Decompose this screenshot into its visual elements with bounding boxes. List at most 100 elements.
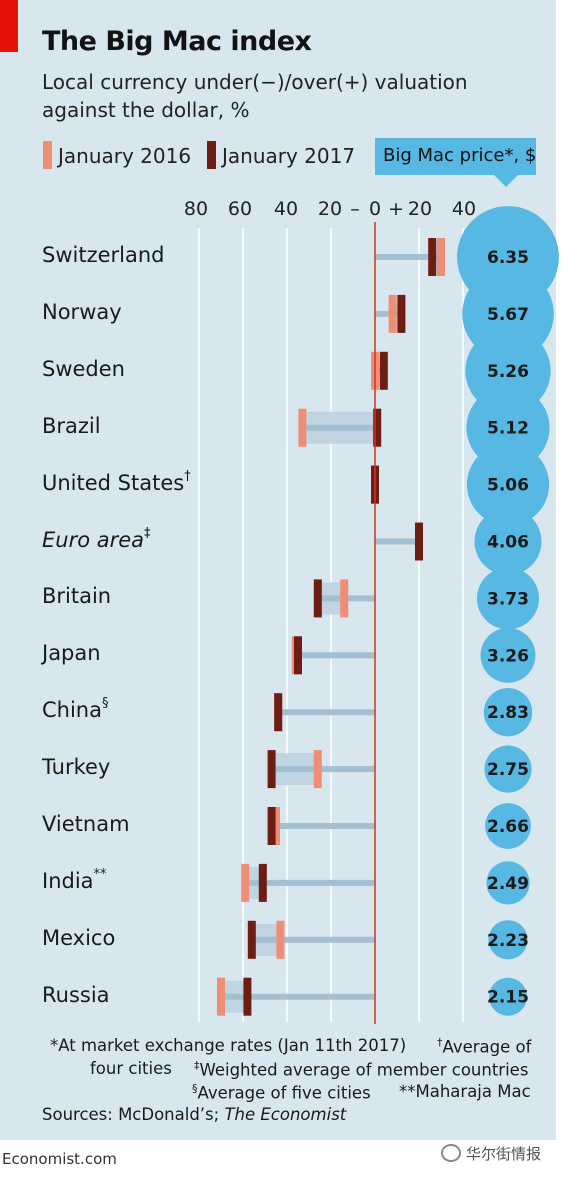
marker-jan2016	[276, 920, 285, 959]
country-label: Turkey	[42, 755, 110, 779]
marker-jan2017	[313, 579, 322, 618]
price-label: 3.26	[487, 646, 529, 666]
price-label: 6.35	[487, 248, 529, 268]
marker-jan2016	[241, 863, 250, 902]
price-label: 2.83	[487, 703, 529, 723]
chart-subtitle-line1: Local currency under(−)/over(+) valuatio…	[42, 70, 468, 94]
note-maharaja-mac: **Maharaja Mac	[399, 1082, 531, 1101]
legend-label-jan2017: January 2017	[222, 144, 356, 168]
price-badge-pointer-icon	[494, 175, 518, 187]
price-label: 2.49	[487, 874, 529, 894]
country-label: Britain	[42, 584, 111, 608]
price-bubble	[484, 745, 532, 793]
marker-jan2016	[313, 750, 322, 789]
country-name: Euro area	[42, 527, 145, 552]
x-tick-label: 0	[369, 198, 381, 220]
marker-jan2017	[243, 977, 252, 1016]
price-label: 5.12	[487, 419, 529, 439]
country-label: Japan	[42, 641, 101, 665]
price-label: 4.06	[487, 533, 529, 553]
country-label: Sweden	[42, 357, 125, 381]
marker-jan2017	[397, 294, 406, 333]
marker-jan2017	[267, 750, 276, 789]
chart-row: 2.75	[267, 745, 532, 793]
country-name: Turkey	[42, 755, 111, 780]
x-tick-label: 20	[318, 198, 342, 220]
x-tick-label: 60	[228, 198, 252, 220]
country-label: United States†	[42, 468, 191, 495]
legend-swatch-jan2017	[207, 141, 216, 169]
chart-row: 5.12	[298, 386, 550, 470]
country-name: China	[42, 698, 102, 723]
country-label: Vietnam	[42, 812, 130, 836]
marker-jan2017	[274, 693, 283, 732]
price-bubble	[488, 920, 528, 960]
red-tab-logo	[0, 0, 18, 52]
price-label: 5.67	[487, 305, 529, 325]
chart-row: 3.26	[291, 627, 536, 683]
marker-jan2017	[247, 920, 256, 959]
chart-row: 2.66	[267, 803, 531, 849]
price-bubble	[489, 977, 527, 1016]
x-tick-label: 40	[452, 198, 476, 220]
country-footnote-mark: §	[102, 696, 109, 712]
legend-price-badge: Big Mac price*, $	[375, 138, 536, 175]
price-bubble	[486, 861, 530, 905]
marker-jan2017	[294, 636, 302, 675]
chart-row: 2.83	[274, 688, 533, 737]
country-label: Norway	[42, 300, 122, 324]
legend-swatch-jan2016	[43, 141, 52, 169]
marker-jan2017	[379, 351, 388, 390]
big-mac-chart: 80 60 40 20–0 +20 40 6.355.675.265.125.064.06…	[184, 198, 559, 1024]
country-name: Switzerland	[42, 243, 165, 267]
marker-jan2016	[272, 807, 280, 845]
watermark-text: 华尔街情报	[466, 1145, 542, 1163]
country-label: Euro area‡	[42, 525, 151, 552]
country-name: Brazil	[42, 413, 101, 438]
note-five-cities: §Average of five cities	[192, 1082, 371, 1103]
x-axis-tick-labels: 80 60 40 20–0 +20 40	[184, 198, 476, 220]
country-name: Russia	[42, 982, 110, 1007]
marker-jan2016	[388, 294, 397, 333]
chart-row: 2.15	[217, 977, 529, 1016]
price-bubble	[480, 627, 536, 683]
price-label: 3.73	[487, 589, 529, 609]
marker-jan2017	[258, 863, 267, 902]
country-name: India	[42, 868, 94, 893]
country-name: Britain	[42, 584, 112, 609]
price-label: 2.15	[487, 988, 529, 1008]
note-four-cities: four cities	[90, 1059, 172, 1078]
price-label: 2.23	[487, 931, 529, 951]
wechat-icon	[441, 1144, 461, 1162]
x-tick-label: 20	[408, 198, 432, 220]
marker-jan2017	[267, 807, 276, 845]
marker-jan2017	[415, 522, 423, 561]
price-bubble	[476, 567, 540, 630]
economist-site-label: Economist.com	[2, 1150, 117, 1168]
price-label: 5.26	[487, 362, 529, 382]
price-bubble	[466, 386, 550, 470]
price-label: 5.06	[487, 476, 529, 496]
country-label: Brazil	[42, 414, 101, 438]
country-label: China§	[42, 696, 109, 723]
legend-label-jan2016: January 2016	[58, 144, 192, 168]
country-name: Norway	[42, 299, 122, 324]
country-label: Russia	[42, 983, 110, 1007]
grid-lines	[198, 228, 464, 1022]
country-name: Vietnam	[42, 812, 130, 836]
country-label: India**	[42, 867, 107, 893]
marker-jan2016	[217, 977, 225, 1016]
note-sources: Sources: McDonald’s; The Economist	[42, 1105, 347, 1124]
x-tick-label: 40	[274, 198, 298, 220]
chart-row: 2.49	[241, 861, 530, 905]
price-label: 2.66	[487, 817, 529, 837]
marker-jan2016	[298, 408, 307, 447]
chart-row: 4.06	[375, 507, 542, 576]
marker-jan2017	[428, 238, 437, 276]
country-footnote-mark: ‡	[144, 525, 151, 541]
country-name: Japan	[42, 641, 101, 666]
note-market-rates: *At market exchange rates (Jan 11th 2017…	[50, 1036, 407, 1055]
country-footnote-mark: †	[184, 468, 191, 484]
x-tick-label: +	[388, 198, 404, 220]
x-tick-label: 80	[184, 198, 208, 220]
